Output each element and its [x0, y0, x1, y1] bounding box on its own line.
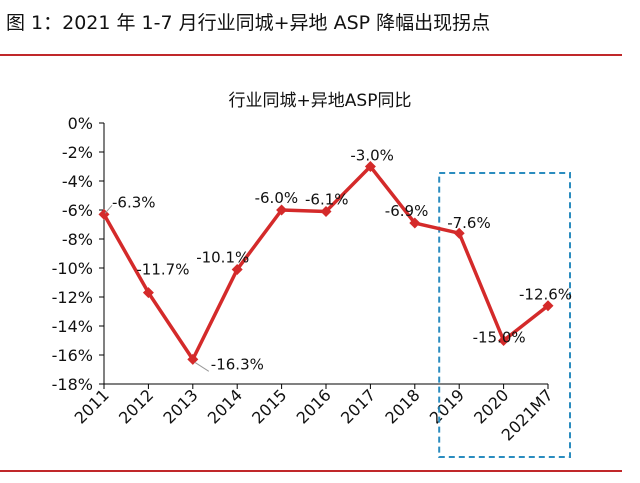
y-tick-label: -16%	[52, 346, 93, 365]
data-point-marker	[453, 227, 465, 239]
highlight-box	[438, 172, 572, 458]
data-point-marker	[542, 300, 554, 312]
data-label: -10.1%	[196, 248, 249, 266]
data-label: -6.3%	[112, 193, 156, 211]
data-point-marker	[142, 287, 154, 299]
x-tick-label: 2019	[426, 385, 468, 427]
data-label: -3.0%	[350, 147, 394, 165]
x-tick-label: 2017	[337, 385, 379, 427]
y-tick-label: -10%	[52, 259, 93, 278]
y-tick-label: -12%	[52, 288, 93, 307]
data-label: -6.0%	[255, 189, 299, 207]
highlight-layer	[438, 172, 572, 458]
data-point-marker	[276, 204, 288, 216]
data-point-marker	[409, 217, 421, 229]
data-point-marker	[364, 161, 376, 172]
leader-line	[104, 205, 113, 214]
chart-title: 行业同城+异地ASP同比	[228, 91, 412, 111]
chart-axes: 0%-2%-4%-6%-8%-10%-12%-14%-16%-18%2011 20…	[52, 114, 557, 445]
x-tick-label: 2014	[204, 385, 246, 427]
data-label: -11.7%	[136, 261, 189, 279]
data-label: -7.6%	[447, 214, 491, 232]
x-tick-label: 2013	[159, 385, 201, 427]
x-tick-label: 2016	[293, 385, 335, 427]
data-label: -16.3%	[211, 355, 264, 373]
data-label: -15.0%	[473, 329, 526, 347]
data-point-marker	[498, 335, 510, 346]
y-tick-label: -2%	[62, 143, 93, 162]
y-tick-label: -6%	[62, 201, 93, 220]
x-tick-label: 2015	[248, 385, 290, 427]
figure-caption: 图 1：2021 年 1-7 月行业同城+异地 ASP 降幅出现拐点	[6, 12, 491, 34]
y-tick-label: -14%	[52, 317, 93, 336]
data-point-marker	[320, 205, 332, 217]
series-layer	[98, 161, 554, 365]
data-label: -6.1%	[305, 190, 349, 208]
bottom-rule	[0, 470, 622, 472]
x-tick-label: 2012	[115, 385, 157, 427]
x-tick-label: 2020	[470, 385, 512, 427]
y-tick-label: 0%	[68, 114, 93, 133]
y-tick-label: -18%	[52, 375, 93, 394]
y-tick-label: -4%	[62, 172, 93, 191]
leader-line	[194, 361, 210, 372]
data-label-layer: -6.3% -11.7% -16.3% -10.1% -6.0% -6.1% -3.0% -6…	[104, 147, 572, 373]
data-label: -6.9%	[385, 202, 429, 220]
data-label: -12.6%	[519, 286, 572, 304]
data-point-marker	[187, 353, 199, 365]
data-point-marker	[231, 263, 243, 275]
y-tick-label: -8%	[62, 230, 93, 249]
caption-rule	[0, 54, 622, 56]
x-tick-label: 2018	[381, 385, 423, 427]
